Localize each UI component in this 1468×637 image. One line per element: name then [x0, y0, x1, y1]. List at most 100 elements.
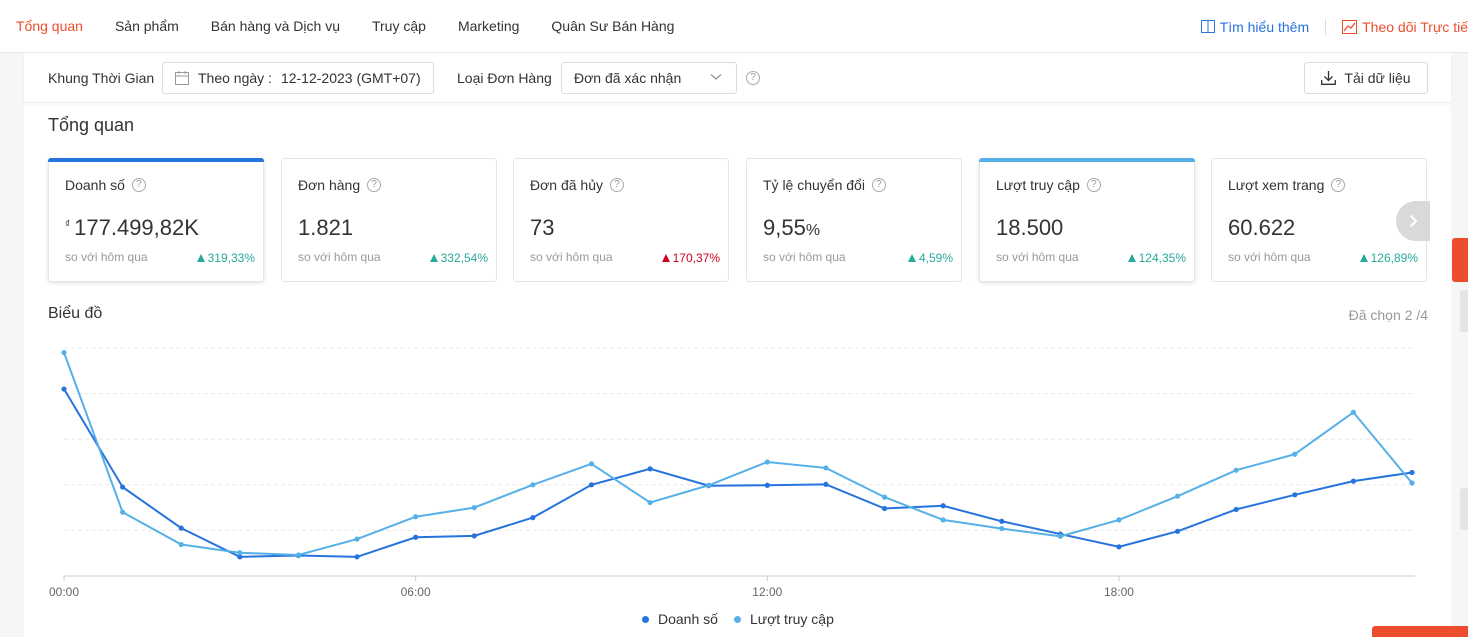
- change-indicator: 4,59%: [907, 251, 953, 265]
- legend-item-visits[interactable]: Lượt truy cập: [733, 611, 834, 627]
- data-point[interactable]: [295, 552, 302, 558]
- data-point[interactable]: [1116, 517, 1122, 523]
- data-point[interactable]: [1292, 492, 1298, 498]
- change-indicator: 319,33%: [196, 251, 255, 265]
- data-point[interactable]: [940, 517, 946, 523]
- x-tick-label: 06:00: [401, 585, 431, 599]
- card-value: 1.821: [298, 215, 353, 241]
- help-icon[interactable]: ?: [1331, 178, 1346, 192]
- x-tick-label: 12:00: [752, 585, 782, 599]
- metric-card-visits[interactable]: Lượt truy cập? 18.500 so với hôm qua 124,35…: [979, 158, 1195, 282]
- data-point[interactable]: [1116, 544, 1122, 550]
- data-point[interactable]: [647, 466, 653, 472]
- compare-label: so với hôm qua: [1228, 250, 1311, 264]
- data-point[interactable]: [178, 541, 184, 548]
- data-point[interactable]: [61, 349, 67, 356]
- series-line-1: [63, 352, 1413, 557]
- data-point[interactable]: [1233, 467, 1239, 473]
- data-point[interactable]: [471, 533, 477, 539]
- live-tracking-link[interactable]: Theo dõi Trực tiế: [1342, 19, 1468, 35]
- help-icon[interactable]: ?: [1086, 178, 1101, 192]
- download-data-button[interactable]: Tải dữ liệu: [1304, 62, 1428, 94]
- arrow-up-icon: [429, 254, 438, 262]
- data-point[interactable]: [1174, 528, 1181, 534]
- metric-card-page-views[interactable]: Lượt xem trang? 60.622 so với hôm qua 126,8…: [1211, 158, 1427, 282]
- order-type-select[interactable]: Đơn đã xác nhận: [561, 62, 737, 94]
- data-point[interactable]: [354, 554, 360, 560]
- filter-bar: Khung Thời Gian Theo ngày : 12-12-2023 (…: [24, 53, 1451, 103]
- data-point[interactable]: [530, 515, 536, 521]
- nav-tab-marketing[interactable]: Marketing: [457, 18, 520, 34]
- next-cards-button[interactable]: [1396, 201, 1430, 241]
- metric-card-orders[interactable]: Đơn hàng? 1.821 so với hôm qua 332,54%: [281, 158, 497, 282]
- legend-item-revenue[interactable]: Doanh số: [642, 611, 718, 627]
- data-point[interactable]: [647, 499, 653, 506]
- side-tab-1[interactable]: [1460, 290, 1468, 332]
- data-point[interactable]: [1292, 451, 1298, 457]
- floating-shop-widget[interactable]: [1452, 238, 1468, 282]
- data-point[interactable]: [413, 534, 419, 540]
- nav-tab-sales-service[interactable]: Bán hàng và Dịch vụ: [210, 18, 340, 34]
- data-point[interactable]: [178, 525, 184, 531]
- legend-label-revenue: Doanh số: [658, 611, 718, 627]
- metric-card-cancelled-orders[interactable]: Đơn đã hủy? 73 so với hôm qua 170,37%: [513, 158, 729, 282]
- data-point[interactable]: [120, 509, 126, 515]
- compare-label: so với hôm qua: [996, 250, 1079, 264]
- nav-tab-overview[interactable]: Tổng quan: [16, 18, 83, 34]
- data-point[interactable]: [588, 482, 595, 488]
- card-title-text: Đơn đã hủy: [530, 177, 604, 193]
- data-point[interactable]: [823, 481, 829, 487]
- data-point[interactable]: [1174, 493, 1181, 499]
- data-point[interactable]: [120, 484, 126, 490]
- help-icon[interactable]: ?: [871, 178, 886, 192]
- legend-label-visits: Lượt truy cập: [749, 611, 834, 627]
- data-point[interactable]: [823, 465, 829, 471]
- currency-symbol: ₫: [65, 219, 71, 230]
- data-point[interactable]: [1409, 469, 1415, 476]
- change-indicator: 124,35%: [1127, 251, 1186, 265]
- series-line-0: [63, 388, 1413, 558]
- metric-card-revenue[interactable]: Doanh số? ₫ 177.499,82K so với hôm qua 319,3…: [48, 158, 264, 282]
- data-point[interactable]: [237, 550, 243, 556]
- data-point[interactable]: [999, 525, 1005, 532]
- change-value: 124,35%: [1138, 251, 1186, 265]
- data-point[interactable]: [706, 482, 712, 488]
- data-point[interactable]: [764, 482, 770, 488]
- card-title: Đơn hàng?: [298, 177, 382, 193]
- card-value: 60.622: [1228, 215, 1295, 241]
- data-point[interactable]: [1350, 409, 1356, 415]
- learn-more-link[interactable]: Tìm hiểu thêm: [1200, 19, 1309, 35]
- nav-tab-traffic[interactable]: Truy cập: [371, 18, 426, 34]
- data-point[interactable]: [413, 514, 419, 520]
- side-tab-2[interactable]: [1460, 488, 1468, 530]
- nav-tab-sales-advisor[interactable]: Quân Sư Bán Hàng: [551, 18, 675, 34]
- data-point[interactable]: [530, 482, 536, 488]
- help-icon[interactable]: ?: [610, 178, 625, 192]
- x-tick-label: 00:00: [49, 585, 79, 599]
- data-point[interactable]: [1409, 480, 1415, 486]
- data-point[interactable]: [764, 459, 770, 465]
- data-point[interactable]: [471, 505, 477, 511]
- chart-title: Biểu đồ: [48, 305, 103, 322]
- help-icon[interactable]: ?: [131, 178, 146, 192]
- chat-button[interactable]: [1372, 626, 1468, 637]
- data-point[interactable]: [1350, 478, 1356, 484]
- nav-tab-products[interactable]: Sản phẩm: [114, 18, 179, 34]
- data-point[interactable]: [61, 386, 67, 392]
- card-title-text: Đơn hàng: [298, 177, 361, 193]
- data-point[interactable]: [999, 518, 1005, 524]
- data-point[interactable]: [1233, 506, 1239, 513]
- change-value: 319,33%: [207, 251, 255, 265]
- chart-legend: Doanh số Lượt truy cập: [642, 611, 850, 627]
- help-icon[interactable]: ?: [367, 178, 382, 192]
- metric-card-conversion-rate[interactable]: Tỷ lệ chuyển đổi? 9,55% so với hôm qua 4,59…: [746, 158, 962, 282]
- data-point[interactable]: [588, 461, 595, 467]
- order-type-help-icon[interactable]: ?: [746, 71, 760, 85]
- data-point[interactable]: [1057, 533, 1063, 539]
- data-point[interactable]: [881, 494, 888, 500]
- data-point[interactable]: [354, 536, 360, 542]
- data-point[interactable]: [881, 505, 888, 512]
- data-point[interactable]: [940, 503, 946, 509]
- date-picker[interactable]: Theo ngày : 12-12-2023 (GMT+07): [162, 62, 434, 94]
- data-point[interactable]: [237, 554, 243, 560]
